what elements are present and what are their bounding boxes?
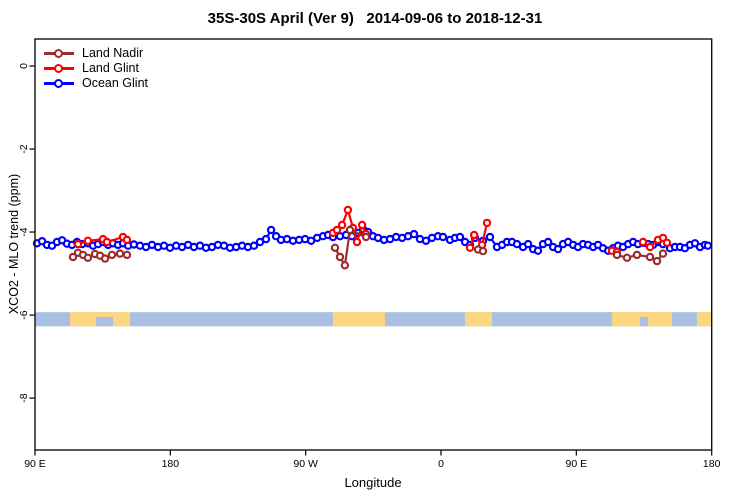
series-land-glint-point	[469, 230, 479, 240]
series-land-nadir-point	[361, 232, 371, 242]
series-land-nadir-point	[658, 249, 668, 258]
series-land-nadir-point	[107, 250, 117, 260]
x-tick-label: 90 E	[566, 458, 588, 470]
series-ocean-glint-point	[409, 229, 419, 239]
series-land-nadir-point	[612, 250, 622, 260]
y-tick-label: -6	[18, 310, 30, 319]
series-ocean-glint-point	[533, 246, 543, 255]
legend-label: Ocean Glint	[82, 76, 149, 90]
series-land-nadir-point	[652, 256, 662, 266]
series-land-glint-point	[465, 243, 475, 252]
series-land-glint-point	[332, 225, 342, 235]
series-land-nadir-point	[330, 243, 340, 252]
x-tick-label: 180	[703, 458, 721, 470]
series-land-glint-point	[357, 220, 367, 230]
series-ocean-glint-point	[455, 232, 465, 242]
ocean-notch	[639, 317, 648, 327]
ocean-notch	[96, 317, 114, 327]
series-ocean-glint-point	[438, 232, 448, 242]
series-ocean-glint-point	[249, 241, 259, 250]
series-ocean-glint-point	[261, 234, 271, 244]
series-land-glint-point	[73, 239, 83, 249]
series-land-glint-point	[645, 242, 655, 252]
x-axis-title: Longitude	[344, 475, 402, 490]
y-tick-label: 0	[18, 63, 30, 69]
series-land-glint-point	[122, 235, 132, 245]
series-land-nadir-point	[83, 253, 93, 262]
series-land-nadir-point	[478, 246, 488, 256]
series-land-nadir-point	[645, 252, 655, 262]
legend-item-land-nadir: Land Nadir	[44, 46, 148, 61]
series-land-glint-line	[468, 222, 489, 249]
y-tick-label: -4	[18, 227, 30, 236]
series-land-nadir-point	[632, 250, 642, 260]
series-land-nadir-point	[68, 252, 78, 262]
ocean-glint-marker-icon	[44, 78, 74, 89]
series-ocean-glint-point	[703, 241, 713, 250]
series-ocean-glint-point	[523, 239, 533, 249]
legend: Land Nadir Land Glint Ocean Glint	[44, 46, 148, 91]
series-land-glint-point	[638, 237, 648, 247]
x-tick-label: 0	[438, 458, 444, 470]
y-tick-label: -8	[18, 393, 30, 402]
series-land-nadir-point	[340, 261, 350, 270]
legend-label: Land Glint	[82, 61, 139, 75]
y-tick-label: -2	[18, 144, 30, 153]
series-land-nadir-point	[345, 225, 355, 235]
land-strip-segment	[332, 312, 385, 327]
x-tick-label: 90 E	[24, 458, 46, 470]
land-strip-segment	[696, 312, 712, 327]
legend-label: Land Nadir	[82, 46, 144, 60]
series-land-nadir-point	[100, 254, 110, 263]
series-land-nadir-point	[335, 252, 345, 262]
series-land-nadir-point	[122, 250, 132, 260]
x-tick-label: 180	[162, 458, 180, 470]
y-axis-title: XCO2 - MLO trend (ppm)	[7, 173, 21, 315]
chart-title: 35S-30S April (Ver 9) 2014-09-06 to 2018…	[207, 10, 543, 27]
series-land-nadir-point	[115, 249, 125, 258]
series-ocean-glint-point	[543, 237, 553, 247]
plot-border	[34, 38, 713, 451]
land-glint-marker-icon	[44, 63, 74, 74]
series-land-glint-point	[337, 220, 347, 230]
series-land-glint-point	[343, 205, 353, 215]
series-ocean-glint-point	[553, 244, 563, 254]
series-land-glint-point	[352, 237, 362, 247]
x-tick-label: 90 W	[293, 458, 318, 470]
legend-item-ocean-glint: Ocean Glint	[44, 76, 148, 91]
series-land-glint-point	[662, 238, 672, 247]
series-land-glint-point	[482, 218, 492, 228]
legend-item-land-glint: Land Glint	[44, 61, 148, 76]
series-ocean-glint-point	[485, 232, 495, 242]
series-land-nadir-point	[622, 253, 632, 262]
series-land-glint-point	[83, 236, 93, 245]
land-strip-segment	[464, 312, 492, 327]
series-land-glint-point	[102, 237, 112, 247]
series-ocean-glint-point	[266, 225, 276, 235]
land-nadir-marker-icon	[44, 48, 74, 59]
